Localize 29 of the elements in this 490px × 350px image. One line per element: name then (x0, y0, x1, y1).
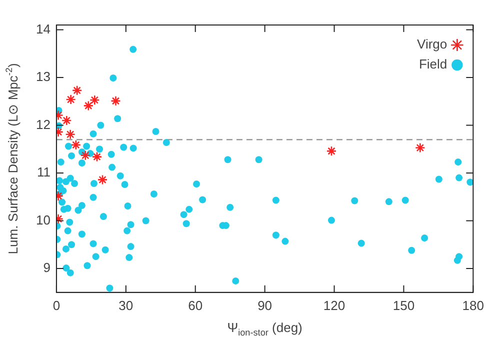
point (80, 150, 91, 161)
point (97, 174, 108, 185)
point (83, 100, 94, 111)
y-tick-label: 11 (36, 164, 50, 180)
point (92, 152, 102, 162)
point (110, 96, 121, 106)
x-tick-label: 60 (188, 298, 203, 313)
x-tick-label: 150 (392, 298, 415, 313)
point (90, 94, 100, 106)
y-axis-title: Lum. Surface Density (L⊙ Mpc-2) (4, 63, 21, 254)
y-tick-label: 9 (43, 260, 50, 276)
point (326, 146, 337, 156)
y-tick-label: 10 (36, 212, 50, 228)
y-tick-label: 13 (36, 69, 50, 84)
x-tick-label: 0 (52, 298, 60, 313)
point (414, 142, 426, 153)
point (66, 94, 76, 105)
point (70, 140, 82, 150)
point (72, 85, 82, 96)
x-tick-label: 30 (118, 298, 134, 313)
x-tick-label: 180 (462, 298, 484, 313)
x-tick-label: 90 (258, 298, 272, 313)
y-tick-label: 12 (36, 116, 50, 132)
y-tick-label: 14 (36, 21, 50, 36)
point (61, 115, 72, 126)
x-tick-label: 120 (323, 298, 346, 313)
legend-label: Field (418, 56, 448, 72)
point (65, 129, 76, 140)
legend-label: Virgo (417, 36, 448, 52)
